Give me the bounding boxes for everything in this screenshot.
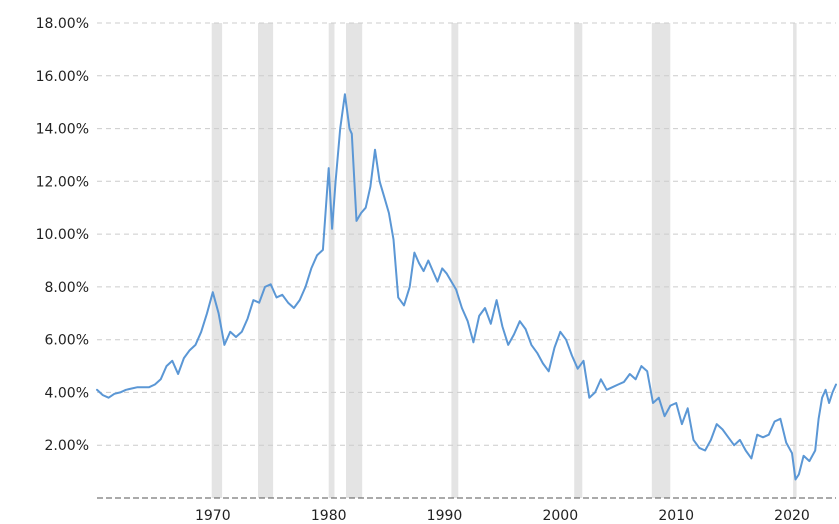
- recession-band: [793, 23, 797, 498]
- y-tick-label: 8.00%: [45, 280, 89, 296]
- recession-band: [651, 23, 671, 498]
- x-axis-tick-labels: 1970 1980 1990 2000 2010 2020: [195, 508, 810, 524]
- y-tick-label: 6.00%: [45, 333, 89, 349]
- recession-band: [258, 23, 274, 498]
- series-layer: [96, 93, 837, 481]
- series-line: [96, 93, 837, 481]
- y-tick-label: 14.00%: [36, 122, 89, 138]
- recession-band: [346, 23, 363, 498]
- y-tick-label: 12.00%: [36, 174, 89, 190]
- x-tick-label: 2000: [542, 508, 578, 524]
- recession-band: [211, 23, 223, 498]
- y-tick-label: 4.00%: [45, 385, 89, 401]
- recession-band: [328, 23, 335, 498]
- y-tick-label: 10.00%: [36, 227, 89, 243]
- recession-bands: [211, 23, 797, 498]
- x-tick-label: 1980: [311, 508, 347, 524]
- y-axis-tick-labels: 2.00% 4.00% 6.00% 8.00% 10.00% 12.00% 14.00% 16…: [36, 16, 89, 454]
- recession-band: [451, 23, 459, 498]
- x-tick-label: 1970: [195, 508, 231, 524]
- y-tick-label: 2.00%: [45, 438, 89, 454]
- x-tick-label: 2010: [658, 508, 694, 524]
- x-tick-label: 1990: [427, 508, 463, 524]
- recession-band: [574, 23, 583, 498]
- x-tick-label: 2020: [774, 508, 810, 524]
- grid-lines: [97, 22, 836, 446]
- y-tick-label: 16.00%: [36, 69, 89, 85]
- y-tick-label: 18.00%: [36, 16, 89, 32]
